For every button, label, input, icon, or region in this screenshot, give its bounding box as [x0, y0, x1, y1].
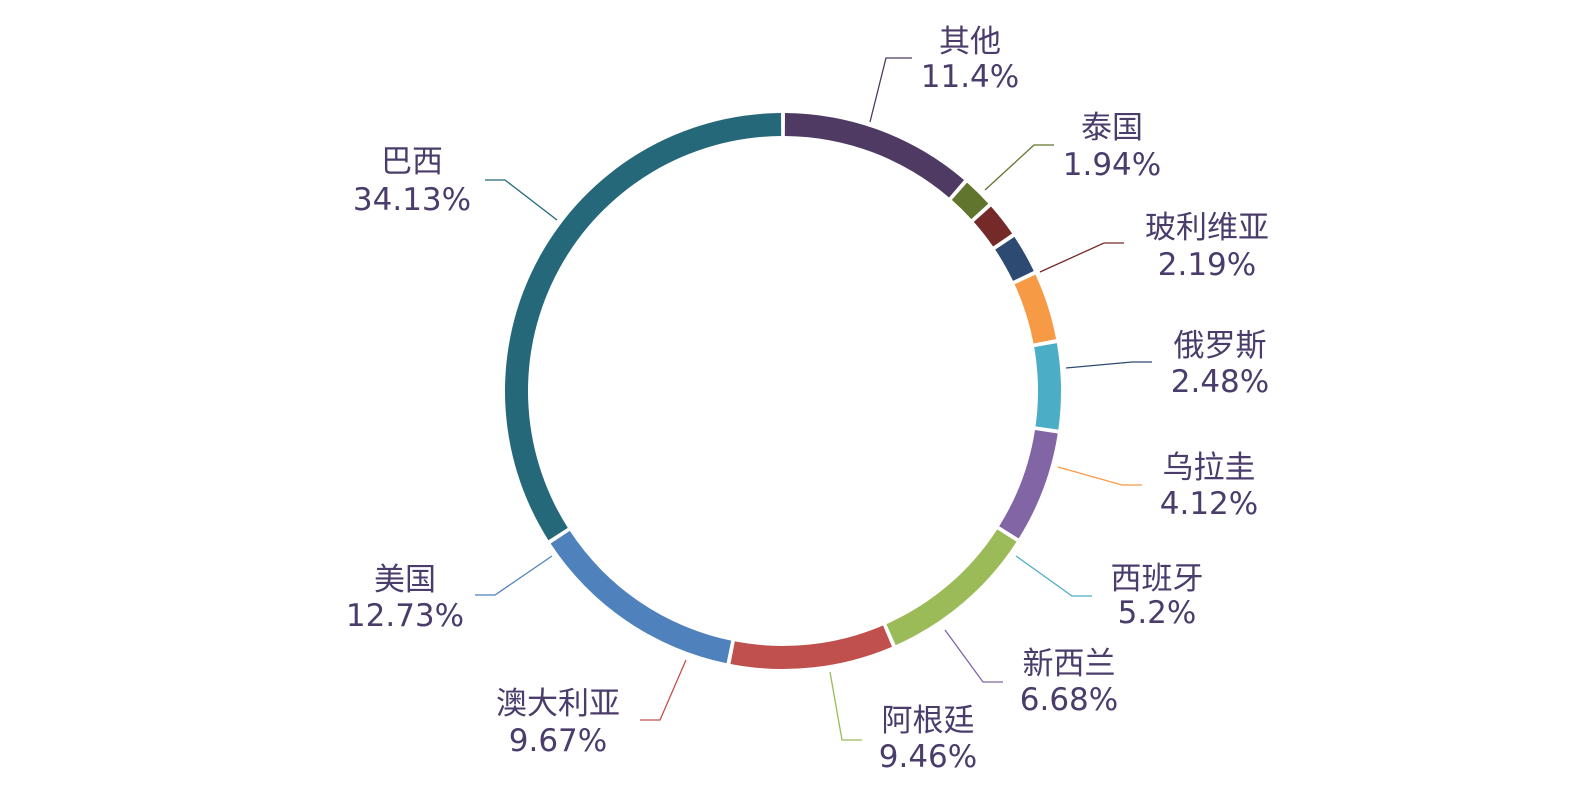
slice-name-label: 俄罗斯: [1174, 328, 1267, 364]
slice-percent-label: 5.2%: [1118, 595, 1197, 631]
donut-slice: [973, 206, 1013, 247]
donut-slice: [999, 430, 1058, 539]
slice-percent-label: 12.73%: [346, 598, 464, 634]
slice-percent-label: 9.46%: [879, 739, 977, 775]
slice-name-label: 泰国: [1081, 110, 1143, 146]
leader-line: [485, 179, 558, 221]
leader-line: [1057, 466, 1142, 486]
slice-name-label: 新西兰: [1023, 646, 1116, 682]
leader-line: [944, 629, 1003, 683]
slice-percent-label: 2.19%: [1158, 247, 1256, 283]
slice-name-label: 巴西: [381, 144, 443, 180]
slice-name-label: 澳大利亚: [496, 686, 620, 722]
slice-percent-label: 34.13%: [353, 182, 471, 218]
slice-name-label: 美国: [374, 562, 436, 598]
donut-slices: [504, 113, 1061, 670]
donut-slice: [995, 236, 1034, 281]
slice-name-label: 阿根廷: [882, 703, 975, 739]
donut-slice: [951, 182, 989, 220]
donut-slice: [504, 113, 782, 541]
donut-slice: [730, 625, 893, 670]
leader-line: [869, 57, 912, 123]
donut-slice: [1014, 274, 1057, 344]
slice-percent-label: 1.94%: [1063, 147, 1161, 183]
donut-slice: [1034, 343, 1061, 430]
leader-line: [1065, 361, 1152, 369]
donut-slice: [784, 113, 965, 198]
leader-line: [475, 555, 553, 596]
donut-slice: [886, 529, 1017, 646]
slice-name-label: 其他: [939, 24, 1001, 60]
slice-name-label: 玻利维亚: [1145, 210, 1269, 246]
leader-line: [1039, 242, 1124, 273]
slice-percent-label: 9.67%: [509, 723, 607, 759]
slice-name-label: 乌拉圭: [1163, 450, 1256, 486]
slice-name-label: 西班牙: [1111, 561, 1204, 597]
slice-percent-label: 4.12%: [1160, 486, 1258, 522]
slice-percent-label: 6.68%: [1020, 682, 1118, 718]
donut-slice: [550, 530, 732, 664]
slice-percent-label: 11.4%: [921, 59, 1019, 95]
leader-line: [829, 671, 862, 741]
leader-lines: [475, 57, 1152, 741]
slice-percent-label: 2.48%: [1171, 364, 1269, 400]
leader-line: [640, 659, 687, 721]
leader-line: [1015, 555, 1092, 597]
leader-line: [984, 144, 1054, 191]
